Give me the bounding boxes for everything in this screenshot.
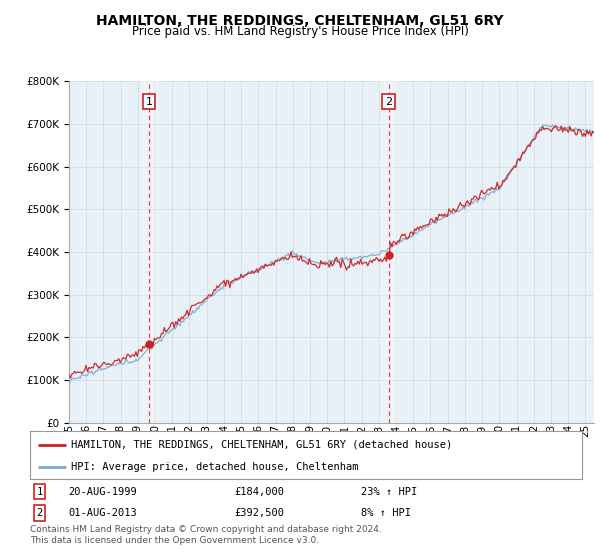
Text: 2: 2 <box>37 508 43 518</box>
Text: 23% ↑ HPI: 23% ↑ HPI <box>361 487 418 497</box>
Text: Price paid vs. HM Land Registry's House Price Index (HPI): Price paid vs. HM Land Registry's House … <box>131 25 469 38</box>
Text: 2: 2 <box>385 96 392 106</box>
Text: 01-AUG-2013: 01-AUG-2013 <box>68 508 137 518</box>
Text: 1: 1 <box>145 96 152 106</box>
Text: HAMILTON, THE REDDINGS, CHELTENHAM, GL51 6RY (detached house): HAMILTON, THE REDDINGS, CHELTENHAM, GL51… <box>71 440 452 450</box>
Text: Contains HM Land Registry data © Crown copyright and database right 2024.
This d: Contains HM Land Registry data © Crown c… <box>30 525 382 545</box>
Bar <box>380 81 397 423</box>
Text: HAMILTON, THE REDDINGS, CHELTENHAM, GL51 6RY: HAMILTON, THE REDDINGS, CHELTENHAM, GL51… <box>96 14 504 28</box>
Text: 1: 1 <box>37 487 43 497</box>
Text: HPI: Average price, detached house, Cheltenham: HPI: Average price, detached house, Chel… <box>71 462 359 472</box>
Text: 20-AUG-1999: 20-AUG-1999 <box>68 487 137 497</box>
Text: 8% ↑ HPI: 8% ↑ HPI <box>361 508 411 518</box>
Text: £392,500: £392,500 <box>234 508 284 518</box>
Text: £184,000: £184,000 <box>234 487 284 497</box>
Bar <box>140 81 157 423</box>
